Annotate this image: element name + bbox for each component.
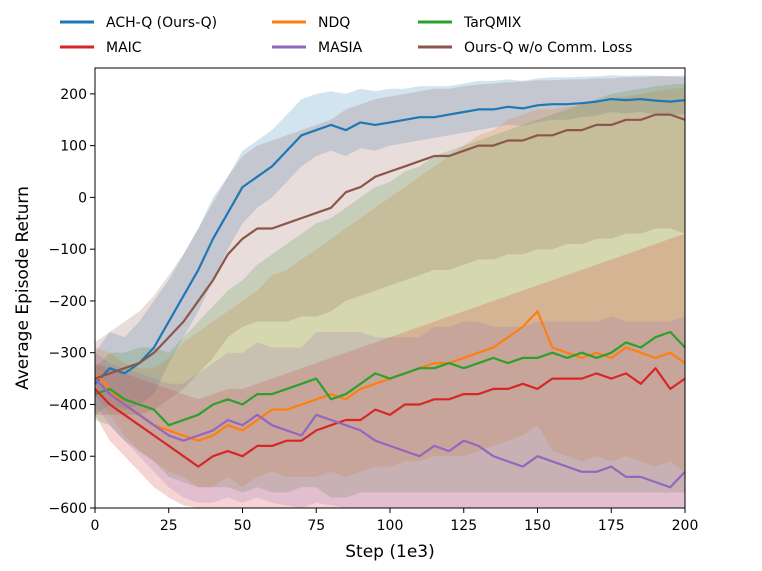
legend-label: Ours-Q w/o Comm. Loss (464, 40, 632, 56)
legend-label: TarQMIX (463, 15, 522, 31)
line-series-3 (94, 367, 686, 468)
line-series-0 (94, 97, 686, 385)
y-tick-label: −200 (49, 294, 87, 310)
x-tick-label: 25 (160, 518, 178, 534)
y-axis-label: Average Episode Return (13, 186, 33, 390)
x-tick-label: 0 (91, 518, 100, 534)
confidence-bands (95, 75, 685, 508)
x-tick-label: 200 (672, 518, 699, 534)
x-tick-label: 150 (524, 518, 551, 534)
line-series-5 (94, 113, 686, 380)
x-tick-label: 50 (234, 518, 252, 534)
legend-label: MAIC (106, 40, 142, 56)
legend-label: ACH-Q (Ours-Q) (106, 15, 217, 31)
band-series-2 (95, 83, 685, 498)
x-tick-label: 175 (598, 518, 625, 534)
band-series-3 (95, 233, 685, 508)
line-series-4 (94, 377, 686, 489)
y-tick-label: −600 (49, 501, 87, 517)
y-tick-label: −400 (49, 397, 87, 413)
x-tick-label: 125 (450, 518, 477, 534)
band-series-1 (95, 87, 685, 488)
band-series-4 (95, 316, 685, 508)
line-series-2 (94, 330, 686, 427)
x-axis-ticks: 0 25 50 75 100 125 150 175 200 (91, 508, 699, 534)
y-tick-label: 100 (60, 139, 87, 155)
band-series-5 (95, 76, 685, 415)
x-axis-label: Step (1e3) (345, 542, 434, 562)
y-tick-label: −500 (49, 449, 87, 465)
legend-label: NDQ (318, 15, 350, 31)
y-tick-label: 0 (78, 190, 87, 206)
y-tick-label: 200 (60, 87, 87, 103)
y-tick-label: −100 (49, 242, 87, 258)
x-tick-label: 100 (377, 518, 404, 534)
y-axis-ticks: −600 −500 −400 −300 −200 −100 0 100 200 (49, 87, 95, 517)
x-tick-label: 75 (307, 518, 325, 534)
series-lines (94, 97, 686, 489)
legend-label: MASIA (318, 40, 363, 56)
band-series-0 (95, 75, 685, 415)
legend: ACH-Q (Ours-Q) NDQ TarQMIX MAIC MASIA Ours-Q … (60, 15, 632, 56)
y-tick-label: −300 (49, 346, 87, 362)
